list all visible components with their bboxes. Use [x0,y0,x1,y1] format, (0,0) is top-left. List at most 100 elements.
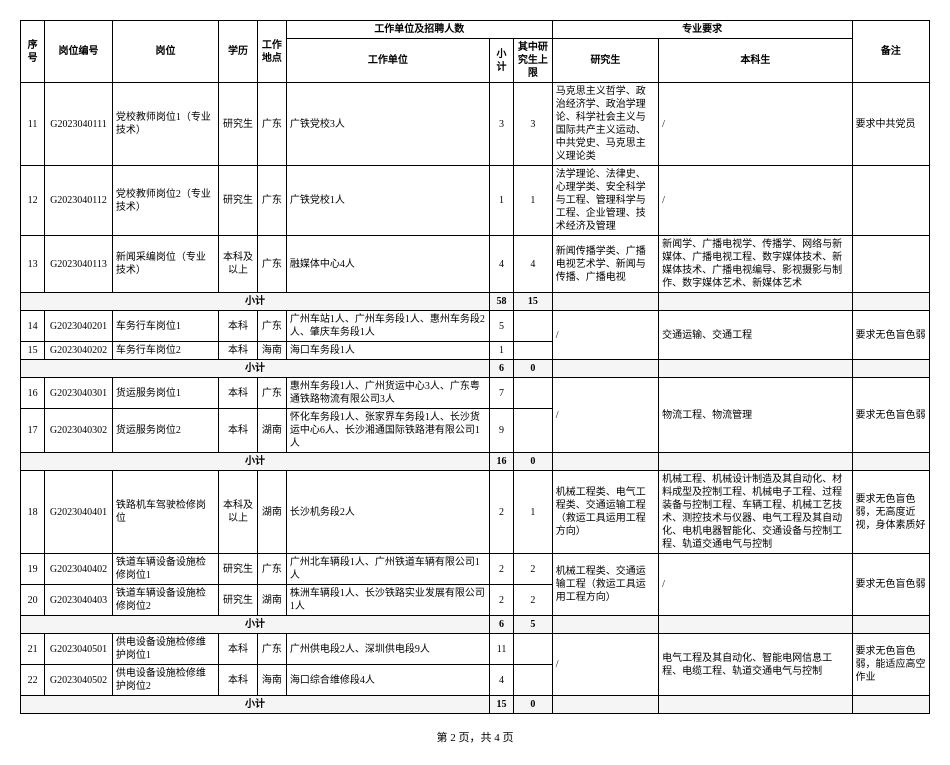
table-cell: 小计 [21,360,490,378]
table-cell: 机械工程类、电气工程类、交通运输工程（救运工具运用工程方向） [552,471,658,554]
table-cell: 湖南 [257,585,286,616]
table-cell: 19 [21,554,45,585]
table-row: 19G2023040402铁道车辆设备设施检修岗位1研究生广东广州北车辆段1人、… [21,554,930,585]
table-cell: 法学理论、法律史、心理学类、安全科学与工程、管理科学与工程、企业管理、技术经济及… [552,166,658,236]
table-cell: 研究生 [219,554,258,585]
table-cell: 株洲车辆段1人、长沙铁路实业发展有限公司1人 [286,585,489,616]
table-cell: 机械工程、机械设计制造及其自动化、材料成型及控制工程、机械电子工程、过程装备与控… [659,471,852,554]
table-cell: 海南 [257,342,286,360]
table-cell: / [552,378,658,453]
table-cell: 怀化车务段1人、张家界车务段1人、长沙货运中心6人、长沙湘通国际铁路港有限公司1… [286,409,489,453]
table-cell: 9 [489,409,513,453]
table-cell: 1 [514,166,553,236]
subtotal-row: 小计65 [21,616,930,634]
table-cell: 研究生 [219,585,258,616]
table-cell: 5 [489,311,513,342]
table-cell: 4 [514,236,553,293]
table-cell: G2023040302 [45,409,113,453]
table-cell [852,696,929,714]
header-seq: 序号 [21,21,45,83]
table-cell: 广州北车辆段1人、广州铁道车辆有限公司1人 [286,554,489,585]
header-unit: 工作单位 [286,39,489,83]
table-cell: G2023040502 [45,665,113,696]
table-cell: 2 [514,554,553,585]
table-cell: 湖南 [257,471,286,554]
table-cell: 物流工程、物流管理 [659,378,852,453]
table-cell: 海口综合维修段4人 [286,665,489,696]
table-cell: 湖南 [257,409,286,453]
table-cell [852,236,929,293]
table-cell: 本科 [219,311,258,342]
table-cell: 要求无色盲色弱 [852,554,929,616]
table-cell: 广东 [257,236,286,293]
table-cell [552,360,658,378]
table-cell [552,696,658,714]
table-cell: 广东 [257,634,286,665]
table-cell: 广东 [257,378,286,409]
table-cell: 广铁党校3人 [286,83,489,166]
table-cell: 铁道车辆设备设施检修岗位1 [112,554,218,585]
table-cell: 本科及以上 [219,236,258,293]
table-cell: 7 [489,378,513,409]
table-cell: 车务行车岗位1 [112,311,218,342]
table-cell: 1 [514,471,553,554]
header-req-group: 专业要求 [552,21,852,39]
table-cell: G2023040113 [45,236,113,293]
table-cell: 20 [21,585,45,616]
table-cell: 要求中共党员 [852,83,929,166]
table-cell: 海口车务段1人 [286,342,489,360]
subtotal-row: 小计150 [21,696,930,714]
table-cell: 铁路机车驾驶检修岗位 [112,471,218,554]
table-cell: 电气工程及其自动化、智能电网信息工程、电缆工程、轨道交通电气与控制 [659,634,852,696]
table-cell: G2023040112 [45,166,113,236]
table-cell [852,616,929,634]
table-cell: G2023040501 [45,634,113,665]
table-cell: 12 [21,166,45,236]
table-cell [514,634,553,665]
header-position: 岗位 [112,21,218,83]
table-cell: 小计 [21,453,490,471]
table-cell: 小计 [21,696,490,714]
table-cell: 17 [21,409,45,453]
table-cell: 车务行车岗位2 [112,342,218,360]
header-code: 岗位编号 [45,21,113,83]
table-cell: G2023040401 [45,471,113,554]
table-cell: 6 [489,360,513,378]
table-cell [659,360,852,378]
table-cell: 4 [489,665,513,696]
table-cell: 小计 [21,616,490,634]
table-cell: 广州供电段2人、深圳供电段9人 [286,634,489,665]
table-row: 14G2023040201车务行车岗位1本科广东广州车站1人、广州车务段1人、惠… [21,311,930,342]
table-cell: 0 [514,696,553,714]
table-cell: 货运服务岗位2 [112,409,218,453]
table-cell: 本科 [219,378,258,409]
table-row: 12G2023040112党校教师岗位2（专业技术）研究生广东广铁党校1人11法… [21,166,930,236]
table-cell: 本科 [219,665,258,696]
table-cell [514,378,553,409]
table-cell [514,665,553,696]
table-cell: 交通运输、交通工程 [659,311,852,360]
table-cell [852,166,929,236]
table-cell: 长沙机务段2人 [286,471,489,554]
table-cell: 铁道车辆设备设施检修岗位2 [112,585,218,616]
table-cell: 广东 [257,554,286,585]
table-cell: 广东 [257,166,286,236]
table-cell: 1 [489,166,513,236]
table-cell: 新闻采编岗位（专业技术） [112,236,218,293]
table-cell: 惠州车务段1人、广州货运中心3人、广东粤通铁路物流有限公司3人 [286,378,489,409]
table-cell: 16 [21,378,45,409]
table-cell: / [659,83,852,166]
table-cell: 3 [514,83,553,166]
table-cell: 16 [489,453,513,471]
table-cell: 13 [21,236,45,293]
header-remark: 备注 [852,21,929,83]
table-cell: 0 [514,360,553,378]
header-grad-cap: 其中研究生上限 [514,39,553,83]
table-cell: 本科及以上 [219,471,258,554]
table-row: 21G2023040501供电设备设施检修维护岗位1本科广东广州供电段2人、深圳… [21,634,930,665]
table-cell: 2 [489,585,513,616]
table-cell: 马克思主义哲学、政治经济学、政治学理论、科学社会主义与国际共产主义运动、中共党史… [552,83,658,166]
table-cell: 11 [489,634,513,665]
table-cell: 4 [489,236,513,293]
table-cell [852,360,929,378]
